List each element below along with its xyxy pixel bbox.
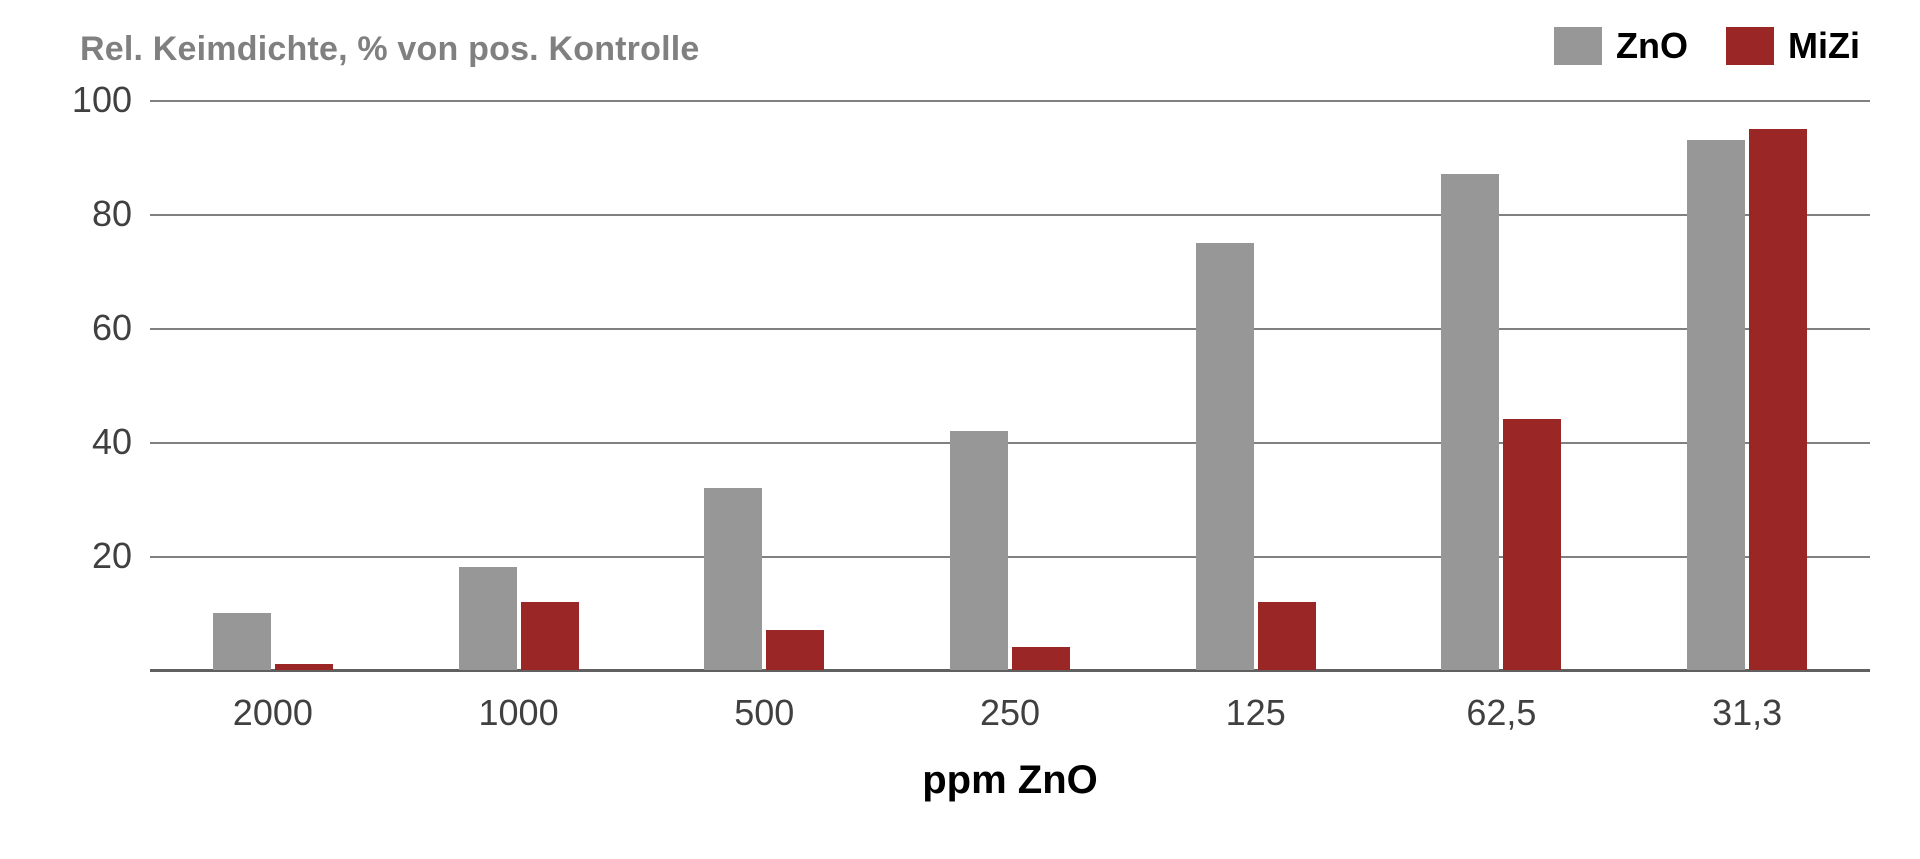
- x-axis-title: ppm ZnO: [150, 758, 1870, 803]
- legend-label-zno: ZnO: [1616, 25, 1688, 67]
- bar-mizi: [275, 664, 333, 670]
- legend-swatch-zno: [1554, 27, 1602, 65]
- bar-mizi: [1503, 419, 1561, 670]
- plot-area: 100806040202000100050025012562,531,3: [150, 100, 1870, 670]
- bar-mizi: [1012, 647, 1070, 670]
- x-tick-label: 1000: [479, 692, 559, 734]
- gridline: [150, 328, 1870, 330]
- y-tick-label: 100: [32, 79, 132, 121]
- x-tick-label: 31,3: [1712, 692, 1782, 734]
- y-tick-label: 60: [32, 307, 132, 349]
- x-tick-label: 125: [1226, 692, 1286, 734]
- legend-label-mizi: MiZi: [1788, 25, 1860, 67]
- gridline: [150, 556, 1870, 558]
- y-tick-label: 20: [32, 535, 132, 577]
- bar-zno: [459, 567, 517, 670]
- chart-container: Rel. Keimdichte, % von pos. Kontrolle Zn…: [0, 0, 1920, 859]
- gridline: [150, 442, 1870, 444]
- bar-zno: [1441, 174, 1499, 670]
- bar-mizi: [1749, 129, 1807, 671]
- bar-mizi: [521, 602, 579, 670]
- x-tick-label: 250: [980, 692, 1040, 734]
- x-tick-label: 62,5: [1466, 692, 1536, 734]
- legend-item-zno: ZnO: [1554, 25, 1688, 67]
- bar-zno: [950, 431, 1008, 670]
- gridline: [150, 214, 1870, 216]
- x-tick-label: 500: [734, 692, 794, 734]
- bar-mizi: [766, 630, 824, 670]
- baseline: [150, 669, 1870, 672]
- bar-mizi: [1258, 602, 1316, 670]
- bar-zno: [704, 488, 762, 670]
- legend: ZnO MiZi: [1554, 25, 1860, 67]
- bar-zno: [1196, 243, 1254, 671]
- legend-swatch-mizi: [1726, 27, 1774, 65]
- y-tick-label: 80: [32, 193, 132, 235]
- bar-zno: [1687, 140, 1745, 670]
- x-tick-label: 2000: [233, 692, 313, 734]
- bar-zno: [213, 613, 271, 670]
- legend-item-mizi: MiZi: [1726, 25, 1860, 67]
- y-axis-title: Rel. Keimdichte, % von pos. Kontrolle: [80, 30, 699, 69]
- y-tick-label: 40: [32, 421, 132, 463]
- gridline: [150, 100, 1870, 102]
